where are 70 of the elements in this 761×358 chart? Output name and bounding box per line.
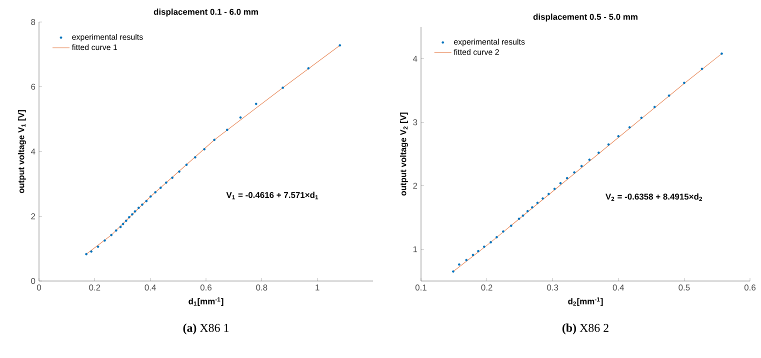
point xyxy=(607,143,610,146)
y-tick-label: 4 xyxy=(412,56,418,62)
text: (b) X86 2 xyxy=(562,324,608,334)
point xyxy=(194,156,196,159)
point xyxy=(566,176,568,180)
y-tick-label: 2 xyxy=(31,213,36,220)
point xyxy=(338,44,342,47)
point xyxy=(580,164,583,168)
y-tick-label: 3 xyxy=(413,119,418,126)
point xyxy=(628,126,631,129)
annotation: V$_{2}$ = -0.6358 + 8.4915×d$_{2}$ xyxy=(606,193,702,201)
x-tick-label: 0.8 xyxy=(256,284,268,291)
x-tick-label: 0.6 xyxy=(200,284,212,291)
y-tick-label: 2 xyxy=(413,182,418,189)
x-tick-label: 0.1 xyxy=(415,284,426,291)
point xyxy=(154,191,157,194)
point xyxy=(526,210,529,212)
point xyxy=(226,128,228,132)
y-axis-title: output voltage V$_{1}$ [V] xyxy=(18,110,26,194)
x-tick-label: 0.3 xyxy=(547,284,558,291)
y-tick-label: 4 xyxy=(30,148,36,154)
point xyxy=(119,226,122,228)
point xyxy=(536,202,539,204)
point xyxy=(137,206,140,210)
x-tick-label: 0.6 xyxy=(744,284,756,291)
chart-title: displacement 0.1 - 6.0 mm xyxy=(154,8,258,17)
x-tick-label: 1 xyxy=(316,284,320,290)
x-tick-label: 0.4 xyxy=(612,284,624,291)
point xyxy=(239,116,242,119)
point xyxy=(149,195,152,198)
point xyxy=(110,234,113,236)
y-tick-label: 0 xyxy=(31,278,36,284)
point xyxy=(134,210,136,213)
y-tick-label: 1 xyxy=(413,246,418,252)
point xyxy=(103,239,106,242)
point xyxy=(653,106,656,108)
point xyxy=(640,116,643,120)
point xyxy=(114,229,118,232)
point xyxy=(495,236,498,238)
x-tick-label: 0.4 xyxy=(144,284,156,291)
point xyxy=(668,94,670,97)
annotation: V$_{1}$ = -0.4616 + 7.571×d$_{1}$ xyxy=(226,192,318,200)
point xyxy=(465,258,468,262)
y-tick-label: 6 xyxy=(31,84,36,90)
point xyxy=(85,252,88,256)
line-series xyxy=(452,53,722,272)
x-axis-title: d$_{1}$[mm$^{-1}$] xyxy=(188,297,224,306)
y-tick-label: 8 xyxy=(31,19,36,26)
text: (a) X86 1 xyxy=(183,324,229,334)
x-axis-title: d$_{2}$[mm$^{-1}$] xyxy=(568,297,603,306)
point xyxy=(547,192,550,196)
x-tick-label: 0.2 xyxy=(89,284,100,291)
point xyxy=(458,263,460,266)
point xyxy=(472,254,474,256)
chart-title: displacement 0.5 - 5.0 mm xyxy=(533,14,638,22)
y-axis-title: output voltage V$_{2}$ [V] xyxy=(400,112,408,196)
point xyxy=(307,67,310,70)
point xyxy=(122,222,124,226)
x-tick-label: 0.5 xyxy=(678,284,690,291)
point xyxy=(573,171,576,174)
point xyxy=(522,214,524,217)
point xyxy=(213,138,216,142)
point xyxy=(145,200,148,202)
point xyxy=(254,102,258,106)
x-tick-label: 0 xyxy=(36,284,42,291)
point xyxy=(553,188,556,190)
point xyxy=(700,68,704,70)
point xyxy=(90,250,93,253)
point xyxy=(96,245,100,248)
x-tick-label: 0.2 xyxy=(481,284,492,291)
